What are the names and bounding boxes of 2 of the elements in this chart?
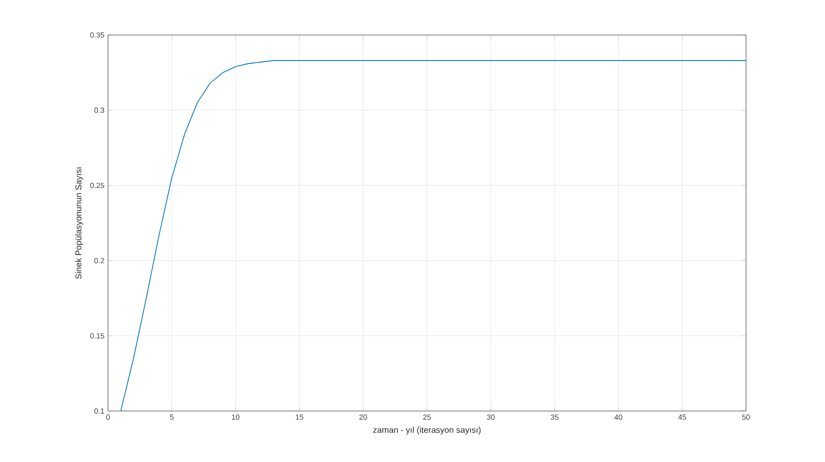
x-axis-title: zaman - yıl (iterasyon sayısı) xyxy=(373,426,481,435)
y-axis-title: Sinek Popülasyonunun Sayısı xyxy=(75,168,84,279)
